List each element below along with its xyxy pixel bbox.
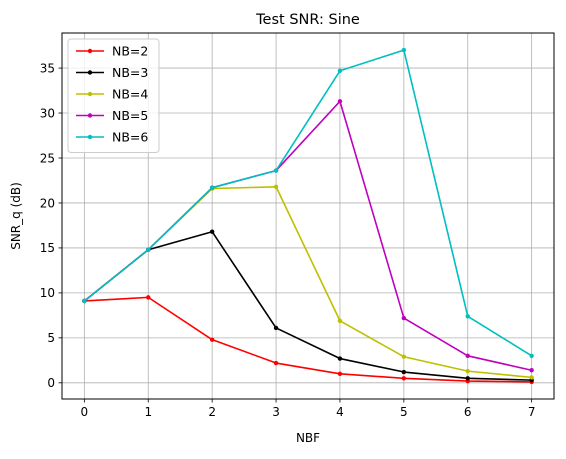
data-point (337, 371, 343, 377)
series-line (83, 230, 532, 381)
axis-ticks: 0 1 2 3 4 5 6 7 0 5 10 15 20 25 30 35 (40, 61, 536, 419)
data-point (465, 314, 470, 319)
data-point (465, 353, 470, 359)
data-point (209, 185, 215, 190)
series-line (83, 49, 533, 357)
x-tick-label: 1 (144, 405, 152, 419)
legend-swatch-marker (87, 113, 93, 118)
data-point (529, 368, 534, 373)
legend-box (67, 38, 160, 153)
y-tick-label: 35 (40, 61, 55, 75)
data-point (465, 368, 470, 374)
x-tick-label: 5 (400, 405, 408, 419)
x-tick-label: 0 (81, 405, 89, 419)
data-point (337, 318, 343, 323)
data-point (209, 229, 215, 234)
x-tick-label: 2 (208, 405, 216, 419)
legend-swatch-marker (87, 70, 93, 75)
legend-swatch-marker (87, 48, 93, 54)
x-tick-label: 7 (528, 405, 536, 419)
plot-frame (61, 32, 555, 400)
data-point (401, 315, 407, 321)
series-line (84, 296, 532, 383)
y-tick-label: 5 (47, 331, 55, 345)
y-tick-label: 30 (40, 106, 55, 120)
legend-label: NB=6 (112, 130, 148, 145)
x-tick-label: 3 (272, 405, 280, 419)
data-point (401, 369, 407, 375)
data-point (273, 184, 279, 189)
x-axis-label: NBF (296, 431, 320, 445)
data-point (146, 247, 151, 252)
data-point (401, 47, 407, 53)
data-point (273, 360, 279, 366)
legend-swatch-marker (87, 134, 93, 140)
data-point (401, 354, 407, 359)
data-point (529, 353, 534, 359)
data-point (273, 325, 279, 331)
y-tick-label: 20 (40, 196, 55, 210)
grid (62, 33, 554, 399)
y-tick-label: 0 (47, 376, 55, 390)
data-point (82, 298, 87, 304)
data-point (146, 295, 151, 300)
legend-label: NB=2 (112, 44, 148, 59)
data-point (337, 99, 343, 104)
y-tick-label: 10 (40, 286, 55, 300)
data-point (337, 68, 343, 73)
legend-label: NB=4 (112, 87, 148, 102)
x-tick-label: 4 (336, 405, 344, 419)
y-tick-label: 25 (40, 151, 55, 165)
series-nb-6 (82, 47, 534, 359)
data-point (529, 375, 534, 380)
data-point (401, 376, 407, 381)
data-point (273, 168, 279, 173)
legend-label: NB=5 (112, 108, 148, 123)
x-tick-label: 6 (464, 405, 472, 419)
legend-swatch-marker (87, 91, 93, 97)
data-point (337, 356, 343, 361)
data-point (465, 376, 470, 381)
chart-title: Test SNR: Sine (255, 12, 360, 28)
legend-label: NB=3 (112, 65, 148, 80)
y-axis-label: SNR_q (dB) (9, 182, 23, 250)
data-point (209, 337, 215, 342)
legend: NB=2 NB=3 NB=4 NB=5 NB=6 (67, 38, 160, 153)
y-tick-label: 15 (40, 241, 55, 255)
series-layer (82, 47, 534, 385)
